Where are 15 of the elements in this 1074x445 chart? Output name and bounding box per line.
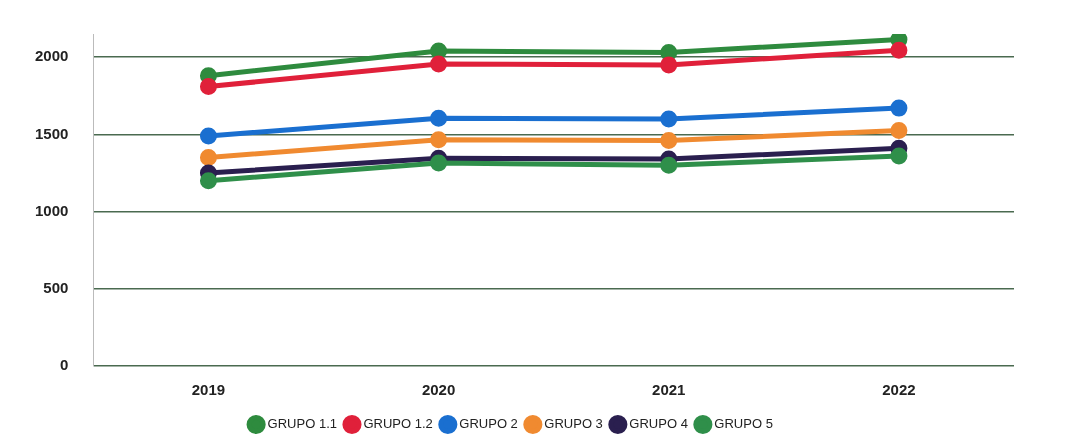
y-tick-label: 0	[60, 356, 69, 374]
y-tick-label: 500	[43, 278, 69, 296]
y-tick-label: 1500	[34, 124, 69, 142]
x-tick-label: 2022	[882, 381, 916, 399]
y-tick-label: 2000	[34, 47, 69, 65]
legend-label: GRUPO 4	[629, 416, 688, 432]
x-tick-label: 2019	[191, 381, 226, 399]
legend-label: GRUPO 5	[714, 416, 773, 432]
legend-label: GRUPO 2	[459, 416, 518, 432]
legend-label: GRUPO 1.2	[363, 416, 433, 432]
x-tick-label: 2020	[421, 381, 456, 399]
legend-label: GRUPO 3	[544, 416, 603, 432]
legend-label: GRUPO 1.1	[267, 416, 337, 432]
y-tick-label: 1000	[34, 201, 69, 219]
x-tick-label: 2021	[652, 381, 686, 399]
